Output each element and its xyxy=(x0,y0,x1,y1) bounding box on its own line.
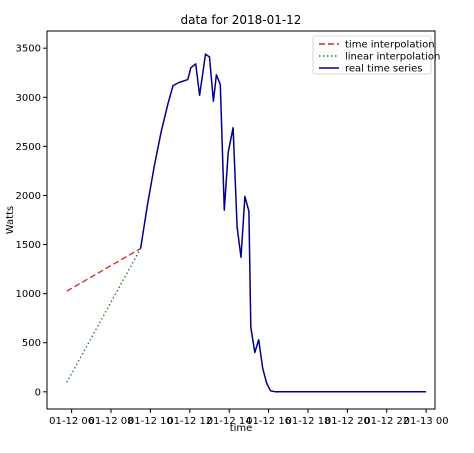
y-axis-label: Watts xyxy=(5,206,16,234)
y-axis: 0 500 1000 1500 2000 2500 3000 3500 xyxy=(16,44,47,398)
y-tick-label: 3000 xyxy=(16,93,41,104)
x-tick-label: 01-12 14 xyxy=(207,416,252,427)
y-tick-label: 2500 xyxy=(16,142,41,153)
series-line-2 xyxy=(66,248,142,383)
series-line-1 xyxy=(66,247,141,292)
y-tick-label: 1000 xyxy=(16,289,41,300)
series-line-3 xyxy=(139,53,427,393)
x-tick-label: 01-12 20 xyxy=(325,416,370,427)
y-tick-label: 0 xyxy=(35,387,41,398)
y-tick-label: 3500 xyxy=(16,44,41,55)
x-tick-label: 01-12 18 xyxy=(285,416,330,427)
y-tick-label: 500 xyxy=(22,338,41,349)
x-tick-label: 01-13 00 xyxy=(404,416,449,427)
y-tick-label: 2000 xyxy=(16,191,41,202)
legend-label: time interpolation xyxy=(345,40,435,51)
y-tick-label: 1500 xyxy=(16,240,41,251)
legend-label: real time series xyxy=(345,64,423,75)
x-tick-label: 01-12 16 xyxy=(246,416,291,427)
x-axis-label: time xyxy=(230,423,253,434)
x-tick-label: 01-12 06 xyxy=(49,416,94,427)
chart-title: data for 2018-01-12 xyxy=(181,13,302,27)
x-tick-label: 01-12 08 xyxy=(89,416,134,427)
x-tick-label: 01-12 22 xyxy=(364,416,409,427)
plot-frame xyxy=(46,30,436,410)
legend-box xyxy=(312,35,432,75)
x-tick-label: 01-12 12 xyxy=(167,416,212,427)
x-tick-label: 01-12 10 xyxy=(128,416,173,427)
legend-label: linear interpolation xyxy=(345,52,440,63)
